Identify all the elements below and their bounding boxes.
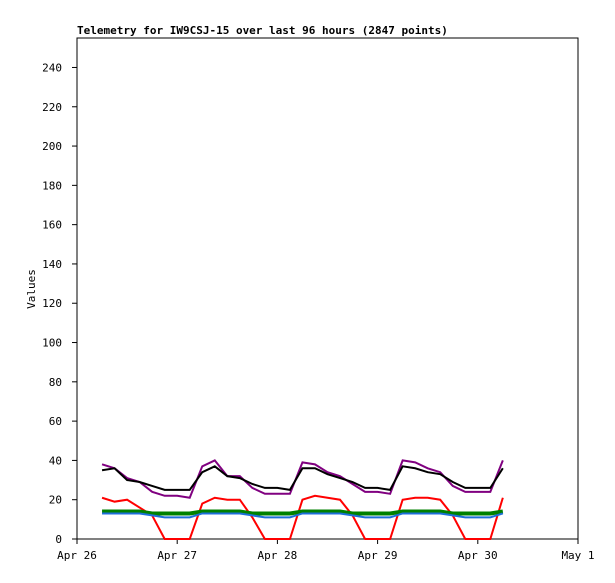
x-tick-label: Apr 26 xyxy=(57,549,97,562)
y-tick-label: 20 xyxy=(49,494,62,507)
y-tick-label: 80 xyxy=(49,376,62,389)
y-tick-label: 160 xyxy=(42,219,62,232)
y-tick-label: 40 xyxy=(49,454,62,467)
y-tick-label: 220 xyxy=(42,101,62,114)
y-tick-label: 100 xyxy=(42,337,62,350)
y-tick-label: 140 xyxy=(42,258,62,271)
y-tick-label: 120 xyxy=(42,297,62,310)
x-tick-label: May 1 xyxy=(561,549,594,562)
y-tick-label: 240 xyxy=(42,61,62,74)
chart-title: Telemetry for IW9CSJ-15 over last 96 hou… xyxy=(77,24,448,37)
series-line xyxy=(102,509,504,516)
series-line xyxy=(102,512,504,519)
y-axis-label: Values xyxy=(25,269,38,309)
y-tick-label: 180 xyxy=(42,179,62,192)
series-line xyxy=(101,494,504,540)
y-tick-label: 200 xyxy=(42,140,62,153)
y-tick-label: 0 xyxy=(55,533,62,546)
series-line xyxy=(101,459,504,499)
plot-frame xyxy=(76,37,579,540)
x-tick-label: Apr 29 xyxy=(358,549,398,562)
x-tick-label: Apr 27 xyxy=(157,549,197,562)
series-line xyxy=(101,465,504,491)
x-tick-label: Apr 28 xyxy=(258,549,298,562)
y-tick-label: 60 xyxy=(49,415,62,428)
x-tick-label: Apr 30 xyxy=(458,549,498,562)
